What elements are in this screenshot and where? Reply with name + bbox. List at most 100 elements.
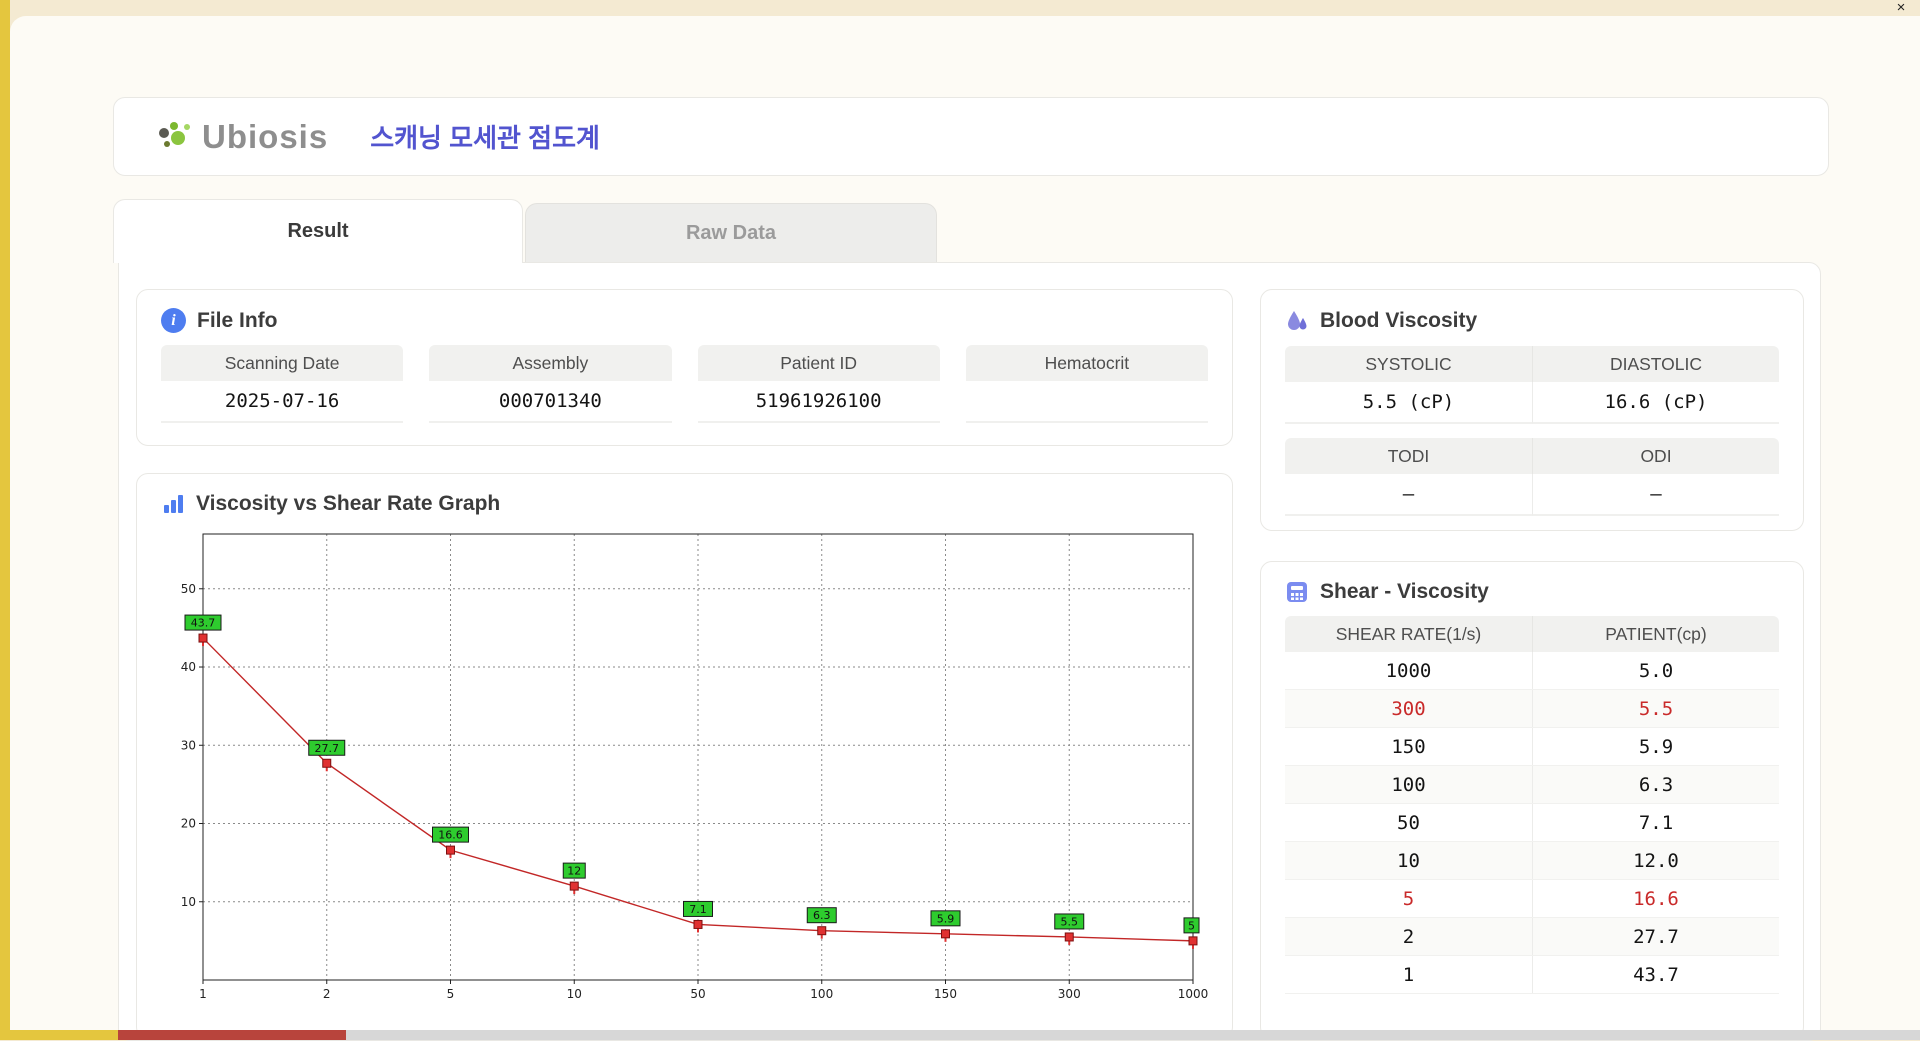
bv-value-row: – – (1285, 474, 1779, 516)
svg-text:1000: 1000 (1178, 987, 1209, 1001)
svg-text:5.9: 5.9 (937, 912, 955, 925)
graph-title: Viscosity vs Shear Rate Graph (196, 492, 501, 515)
svg-text:300: 300 (1058, 987, 1081, 1001)
blood-viscosity-table: SYSTOLIC DIASTOLIC 5.5 (cP) 16.6 (cP) TO… (1285, 346, 1779, 516)
svg-text:30: 30 (181, 738, 196, 752)
field-value: 000701340 (429, 381, 672, 423)
blood-viscosity-title: Blood Viscosity (1320, 309, 1478, 332)
field-label: Patient ID (697, 345, 940, 381)
svg-text:6.3: 6.3 (813, 909, 831, 922)
bv-header-todi: TODI (1387, 445, 1430, 466)
bar-chart-icon (164, 495, 183, 513)
file-info-title: File Info (197, 308, 278, 332)
viscosity-graph-card: Viscosity vs Shear Rate Graph 10 20 30 40 50… (136, 473, 1233, 1039)
svg-text:20: 20 (181, 817, 196, 831)
bv-header-systolic: SYSTOLIC (1365, 353, 1452, 374)
shear-viscosity-header: Shear - Viscosity (1261, 562, 1803, 614)
sv-cell-shear-rate: 5 (1402, 887, 1415, 910)
sv-cell-shear-rate: 50 (1397, 811, 1420, 834)
field-scanning-date: Scanning Date 2025-07-16 (161, 345, 404, 423)
sv-cell-patient: 6.3 (1532, 766, 1779, 803)
tab-result[interactable]: Result (113, 199, 523, 263)
field-value: 2025-07-16 (161, 381, 404, 423)
svg-text:5.5: 5.5 (1061, 915, 1079, 928)
window-edge-strip (0, 0, 10, 1040)
field-patient-id: Patient ID 51961926100 (697, 345, 940, 423)
table-row: 50 7.1 (1285, 804, 1779, 842)
sv-header-row: SHEAR RATE(1/s) PATIENT(cp) (1285, 616, 1779, 652)
bv-header-row: TODI ODI (1285, 438, 1779, 474)
bv-value-row: 5.5 (cP) 16.6 (cP) (1285, 382, 1779, 424)
ubiosis-logo: Ubiosis (154, 117, 328, 157)
info-icon: i (161, 308, 186, 333)
table-row: 300 5.5 (1285, 690, 1779, 728)
sv-cell-shear-rate: 1 (1402, 963, 1415, 986)
svg-text:5: 5 (1188, 919, 1195, 932)
sv-cell-patient: 16.6 (1532, 880, 1779, 917)
svg-text:40: 40 (181, 660, 196, 674)
logo-text: Ubiosis (202, 117, 329, 155)
sv-cell-patient: 27.7 (1532, 918, 1779, 955)
shear-viscosity-title: Shear - Viscosity (1320, 580, 1489, 603)
svg-text:10: 10 (181, 895, 196, 909)
svg-text:16.6: 16.6 (438, 829, 463, 842)
field-value: 51961926100 (697, 381, 940, 423)
bv-value-odi: – (1532, 474, 1779, 516)
chart-area: 10 20 30 40 50 1 2 5 10 50 100 150 300 1000 43.7 27.7 16… (137, 528, 1232, 1013)
droplet-icon (1288, 311, 1307, 330)
bv-value-systolic: 5.5 (cP) (1285, 382, 1532, 424)
table-row: 1000 5.0 (1285, 652, 1779, 690)
field-hematocrit: Hematocrit (965, 345, 1208, 423)
window-close-button[interactable]: × (1896, 0, 1906, 16)
main-panel: Ubiosis 스캐닝 모세관 점도계 Result Raw Data i Fi… (10, 16, 1920, 1041)
blood-viscosity-card: Blood Viscosity SYSTOLIC DIASTOLIC 5.5 (… (1260, 289, 1804, 531)
sv-cell-patient: 5.9 (1532, 728, 1779, 765)
sv-cell-shear-rate: 300 (1391, 697, 1426, 720)
table-row: 10 12.0 (1285, 842, 1779, 880)
field-value (965, 381, 1208, 423)
shear-viscosity-table: SHEAR RATE(1/s) PATIENT(cp) 1000 5.0 300… (1285, 616, 1779, 994)
table-row: 2 27.7 (1285, 918, 1779, 956)
sv-cell-shear-rate: 10 (1397, 849, 1420, 872)
sv-cell-patient: 43.7 (1532, 956, 1779, 993)
svg-text:5: 5 (447, 987, 455, 1001)
sv-cell-shear-rate: 100 (1391, 773, 1426, 796)
field-label: Assembly (429, 345, 672, 381)
sv-cell-patient: 12.0 (1532, 842, 1779, 879)
svg-text:50: 50 (181, 582, 196, 596)
field-assembly: Assembly 000701340 (429, 345, 672, 423)
bottom-strip-yellow (0, 1030, 118, 1040)
svg-text:10: 10 (567, 987, 582, 1001)
sv-rows: 1000 5.0 300 5.5 150 5.9 100 6.3 50 7.1 … (1285, 652, 1779, 994)
field-label: Scanning Date (161, 345, 404, 381)
table-row: 100 6.3 (1285, 766, 1779, 804)
svg-text:2: 2 (323, 987, 331, 1001)
bv-header-diastolic: DIASTOLIC (1532, 346, 1779, 382)
svg-text:7.1: 7.1 (689, 903, 707, 916)
bv-header-row: SYSTOLIC DIASTOLIC (1285, 346, 1779, 382)
sv-cell-patient: 7.1 (1532, 804, 1779, 841)
svg-text:50: 50 (690, 987, 705, 1001)
blood-viscosity-header: Blood Viscosity (1261, 290, 1803, 344)
svg-text:100: 100 (810, 987, 833, 1001)
graph-header: Viscosity vs Shear Rate Graph (137, 474, 1232, 526)
file-info-fields: Scanning Date 2025-07-16 Assembly 000701… (137, 343, 1232, 423)
bv-header-odi: ODI (1532, 438, 1779, 474)
app-header: Ubiosis 스캐닝 모세관 점도계 (113, 97, 1829, 176)
table-row: 150 5.9 (1285, 728, 1779, 766)
ubiosis-logo-icon (159, 121, 190, 147)
svg-text:12: 12 (567, 865, 581, 878)
calculator-icon (1287, 582, 1307, 602)
file-info-card: i File Info Scanning Date 2025-07-16 Ass… (136, 289, 1233, 446)
svg-text:1: 1 (199, 987, 207, 1001)
sv-cell-shear-rate: 150 (1391, 735, 1426, 758)
tab-raw-data[interactable]: Raw Data (525, 203, 937, 262)
field-label: Hematocrit (965, 345, 1208, 381)
table-row: 1 43.7 (1285, 956, 1779, 994)
sv-column-patient: PATIENT(cp) (1532, 616, 1779, 652)
sv-column-shear-rate: SHEAR RATE(1/s) (1335, 623, 1482, 644)
app-title: 스캐닝 모세관 점도계 (370, 123, 600, 153)
sv-cell-shear-rate: 2 (1402, 925, 1415, 948)
sv-cell-shear-rate: 1000 (1385, 659, 1432, 682)
svg-text:150: 150 (934, 987, 957, 1001)
